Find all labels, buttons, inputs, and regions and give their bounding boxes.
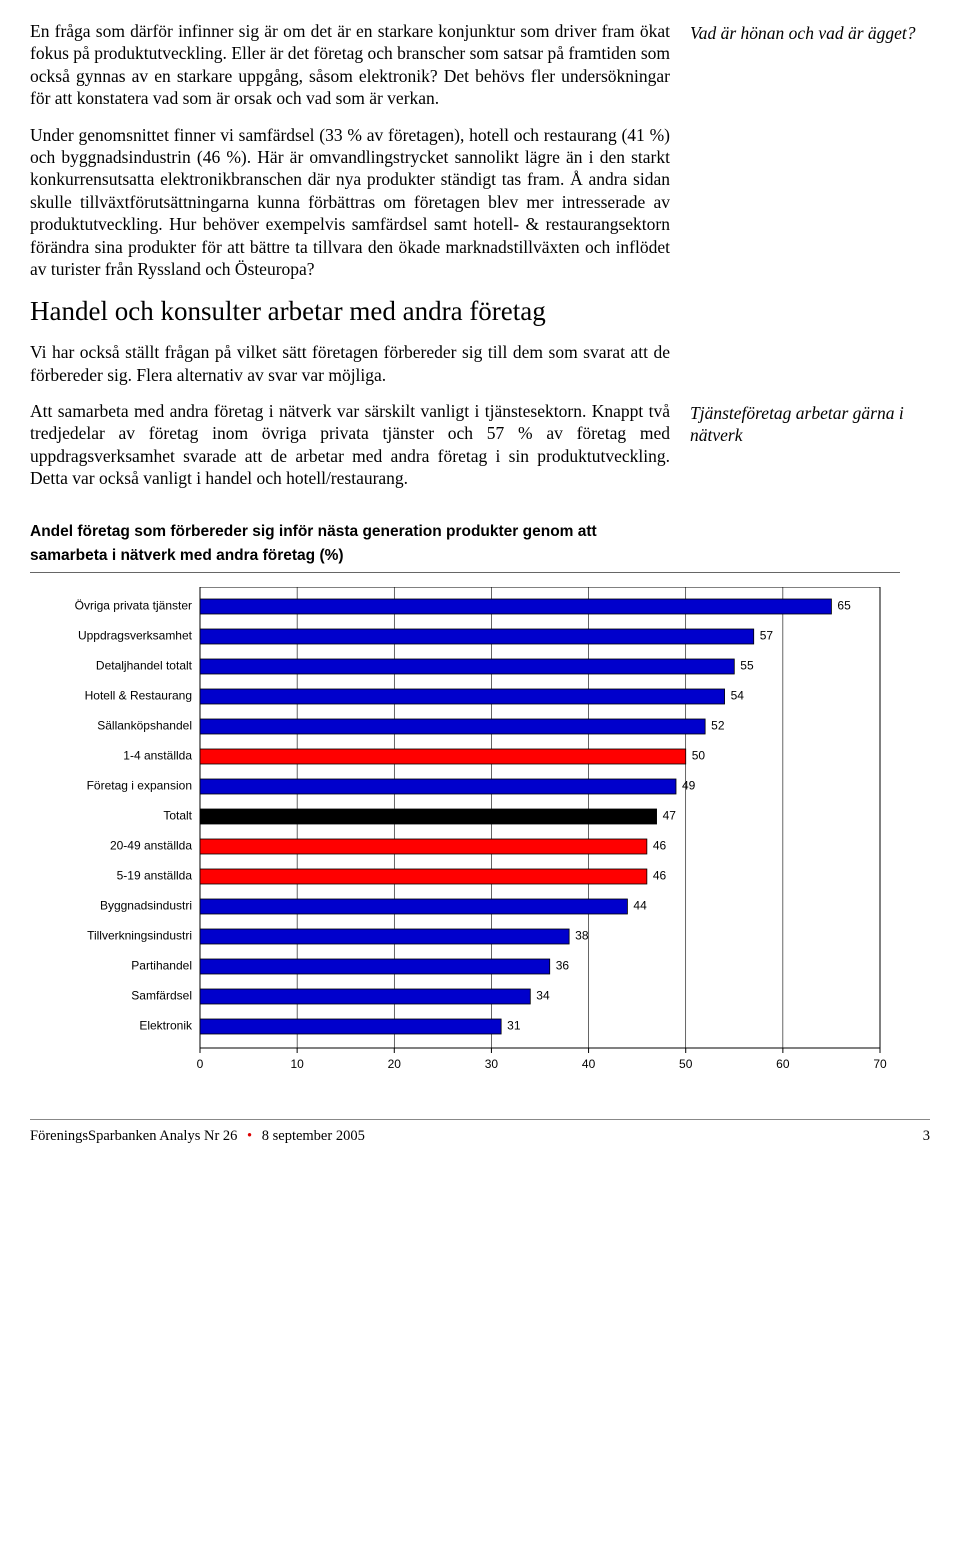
paragraph-1: En fråga som därför infinner sig är om d… — [30, 20, 670, 110]
category-label: Hotell & Restaurang — [85, 688, 192, 702]
bar-value-label: 46 — [653, 838, 667, 852]
paragraph-2: Under genomsnittet finner vi samfärdsel … — [30, 124, 670, 281]
x-tick-label: 20 — [388, 1057, 402, 1071]
category-label: Samfärdsel — [131, 988, 192, 1002]
footer-source: FöreningsSparbanken Analys Nr 26 — [30, 1128, 237, 1144]
category-label: 5-19 anställda — [117, 868, 193, 882]
bar — [200, 599, 831, 614]
paragraph-4: Att samarbeta med andra företag i nätver… — [30, 400, 670, 490]
category-label: Elektronik — [139, 1018, 193, 1032]
bar-value-label: 52 — [711, 718, 725, 732]
page-footer: FöreningsSparbanken Analys Nr 26 • 8 sep… — [30, 1119, 930, 1165]
bar-value-label: 34 — [536, 988, 550, 1002]
x-tick-label: 30 — [485, 1057, 499, 1071]
bar-value-label: 49 — [682, 778, 696, 792]
section-heading: Handel och konsulter arbetar med andra f… — [30, 296, 930, 327]
bar-value-label: 44 — [633, 898, 647, 912]
page: En fråga som därför infinner sig är om d… — [30, 20, 930, 1165]
bar-value-label: 55 — [740, 658, 754, 672]
category-label: 1-4 anställda — [123, 748, 192, 762]
bar — [200, 809, 657, 824]
footer-dot-icon: • — [241, 1128, 258, 1144]
chart: Andel företag som förbereder sig inför n… — [30, 520, 900, 1079]
para-row-3: Vi har också ställt frågan på vilket sät… — [30, 341, 930, 386]
bar — [200, 1019, 501, 1034]
para-row-4: Att samarbeta med andra företag i nätver… — [30, 400, 930, 490]
bar-value-label: 47 — [663, 808, 677, 822]
footer-page-number: 3 — [923, 1128, 930, 1145]
bar — [200, 899, 627, 914]
bar — [200, 629, 754, 644]
bar — [200, 929, 569, 944]
category-label: Totalt — [163, 808, 192, 822]
chart-title-line1: Andel företag som förbereder sig inför n… — [30, 523, 597, 540]
category-label: Övriga privata tjänster — [75, 598, 192, 612]
bar-value-label: 31 — [507, 1018, 521, 1032]
chart-title: Andel företag som förbereder sig inför n… — [30, 520, 900, 573]
bar — [200, 749, 686, 764]
category-label: 20-49 anställda — [110, 838, 192, 852]
para-row-2: Under genomsnittet finner vi samfärdsel … — [30, 124, 930, 281]
x-tick-label: 10 — [290, 1057, 304, 1071]
category-label: Företag i expansion — [87, 778, 192, 792]
category-label: Detaljhandel totalt — [96, 658, 193, 672]
para-row-1: En fråga som därför infinner sig är om d… — [30, 20, 930, 110]
chart-plot: 0 10 20 30 40 50 60 70 Övriga privata tjänster 65… — [30, 587, 900, 1079]
category-label: Byggnadsindustri — [100, 898, 192, 912]
category-label: Uppdragsverksamhet — [78, 628, 193, 642]
bar-value-label: 54 — [731, 688, 745, 702]
bar — [200, 659, 734, 674]
bar-chart-svg: 0 10 20 30 40 50 60 70 Övriga privata tjänster 65… — [30, 587, 910, 1074]
x-tick-label: 70 — [873, 1057, 887, 1071]
bar — [200, 869, 647, 884]
footer-left: FöreningsSparbanken Analys Nr 26 • 8 sep… — [30, 1128, 365, 1145]
x-tick-label: 50 — [679, 1057, 693, 1071]
bar-value-label: 36 — [556, 958, 570, 972]
footer-date: 8 september 2005 — [262, 1128, 365, 1144]
bar — [200, 959, 550, 974]
category-label: Sällanköpshandel — [97, 718, 192, 732]
bar — [200, 839, 647, 854]
bar-value-label: 38 — [575, 928, 589, 942]
bar-value-label: 46 — [653, 868, 667, 882]
sidenote-1: Vad är hönan och vad är ägget? — [690, 20, 930, 110]
bar-value-label: 57 — [760, 628, 774, 642]
bar-value-label: 50 — [692, 748, 706, 762]
category-label: Partihandel — [131, 958, 192, 972]
x-tick-label: 0 — [197, 1057, 204, 1071]
sidenote-2: Tjänsteföretag arbetar gärna i nätverk — [690, 400, 930, 490]
category-label: Tillverkningsindustri — [87, 928, 192, 942]
paragraph-3: Vi har också ställt frågan på vilket sät… — [30, 341, 670, 386]
bar — [200, 689, 725, 704]
bar-value-label: 65 — [837, 598, 851, 612]
bar — [200, 989, 530, 1004]
bar — [200, 779, 676, 794]
chart-title-line2: samarbeta i nätverk med andra företag (%… — [30, 547, 344, 564]
bar — [200, 719, 705, 734]
x-tick-label: 60 — [776, 1057, 790, 1071]
x-tick-label: 40 — [582, 1057, 596, 1071]
